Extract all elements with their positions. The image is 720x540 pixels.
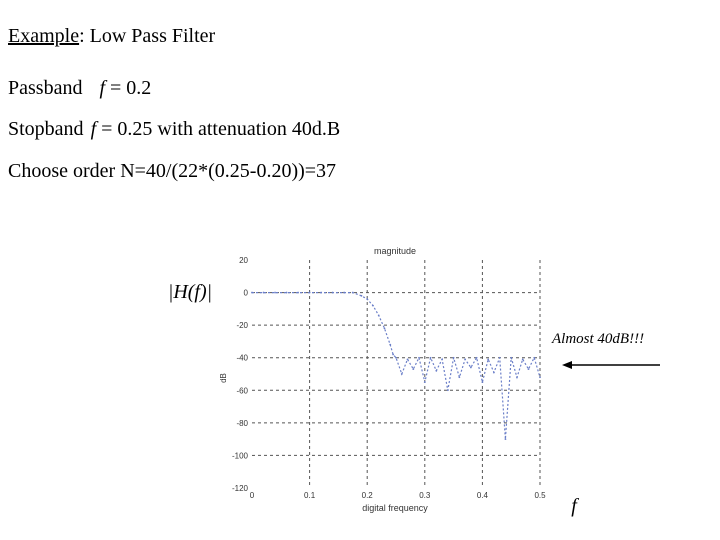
y-tick-label: -40 bbox=[236, 354, 248, 363]
y-tick-label: -100 bbox=[232, 451, 249, 460]
data-point bbox=[366, 298, 369, 300]
data-point bbox=[435, 369, 438, 372]
axis-symbol-f: f bbox=[571, 495, 579, 517]
data-point bbox=[521, 358, 524, 361]
data-point bbox=[392, 353, 395, 356]
data-point bbox=[389, 343, 392, 346]
annotation-text: Almost 40dB!!! bbox=[552, 331, 645, 347]
data-point bbox=[441, 358, 443, 361]
passband-label: Passband bbox=[8, 77, 83, 99]
data-point bbox=[372, 304, 374, 307]
data-point bbox=[285, 291, 288, 294]
data-point bbox=[423, 381, 426, 384]
chart-xlabel: digital frequency bbox=[362, 503, 428, 513]
data-point bbox=[395, 356, 397, 359]
chart-grid bbox=[252, 260, 541, 488]
data-point bbox=[412, 368, 415, 371]
data-point bbox=[458, 376, 461, 379]
stopband-label: Stopband bbox=[8, 118, 84, 140]
data-point bbox=[406, 358, 409, 361]
data-point bbox=[446, 389, 449, 392]
data-point bbox=[510, 356, 513, 359]
data-point bbox=[274, 291, 276, 294]
data-point bbox=[377, 314, 380, 317]
stopband-line: Stopband f = 0.25 with attenuation 40d.B bbox=[8, 118, 340, 141]
data-point bbox=[527, 368, 530, 371]
x-tick-label: 0.4 bbox=[477, 491, 489, 500]
data-point bbox=[469, 366, 472, 369]
data-point bbox=[297, 291, 299, 294]
data-point bbox=[481, 381, 484, 384]
data-point bbox=[308, 291, 311, 294]
slide-title: Example: Low Pass Filter bbox=[8, 25, 215, 48]
data-point bbox=[400, 373, 403, 375]
title-rest: : Low Pass Filter bbox=[79, 25, 216, 47]
ylabel-formula: |H(f)| bbox=[168, 281, 212, 303]
order-line: Choose order N=40/(22*(0.25-0.20))=37 bbox=[8, 160, 337, 182]
x-tick-label: 0.5 bbox=[534, 491, 546, 500]
title-underlined: Example bbox=[8, 25, 80, 47]
data-point bbox=[331, 291, 334, 294]
chart-title: magnitude bbox=[374, 246, 416, 256]
data-point bbox=[533, 356, 536, 359]
x-tick-label: 0 bbox=[250, 491, 255, 500]
x-tick-label: 0.2 bbox=[362, 491, 374, 500]
data-point bbox=[487, 358, 490, 361]
y-tick-label: 0 bbox=[244, 289, 249, 298]
x-tick-label: 0.3 bbox=[419, 491, 431, 500]
chart-series bbox=[251, 291, 541, 441]
data-point bbox=[262, 291, 265, 294]
passband-f: f bbox=[99, 77, 106, 99]
annotation-arrow bbox=[562, 361, 660, 369]
data-point bbox=[418, 356, 420, 359]
data-point bbox=[498, 356, 501, 359]
y-tick-label: -80 bbox=[236, 419, 248, 428]
data-point bbox=[320, 291, 323, 294]
y-tick-label: 20 bbox=[239, 256, 248, 265]
passband-value: = 0.2 bbox=[110, 77, 152, 99]
passband-line: Passband f = 0.2 bbox=[8, 77, 151, 100]
stopband-f: f bbox=[90, 118, 97, 140]
data-point bbox=[360, 294, 363, 297]
data-point bbox=[464, 358, 467, 361]
data-point bbox=[475, 356, 478, 359]
stopband-value: = 0.25 with attenuation 40d.B bbox=[101, 118, 341, 140]
data-point bbox=[452, 356, 455, 359]
data-point bbox=[343, 291, 346, 294]
chart-ticks: 0 0.1 0.2 0.3 0.4 0.5 20 0 -20 -40 -60 -80 -100 -120 bbox=[232, 256, 546, 500]
y-tick-label: -60 bbox=[236, 386, 248, 395]
y-tick-label: -120 bbox=[232, 484, 249, 493]
data-point bbox=[504, 438, 507, 441]
data-point bbox=[251, 291, 253, 294]
ylabel-unit: dB bbox=[219, 373, 228, 383]
data-point bbox=[539, 376, 541, 379]
x-tick-label: 0.1 bbox=[304, 491, 316, 500]
y-tick-label: -20 bbox=[236, 321, 248, 330]
data-point bbox=[383, 327, 386, 330]
series-line-0 bbox=[252, 292, 541, 440]
data-point bbox=[516, 376, 518, 379]
data-point bbox=[493, 371, 495, 374]
data-point bbox=[429, 356, 432, 359]
data-point bbox=[351, 291, 354, 294]
